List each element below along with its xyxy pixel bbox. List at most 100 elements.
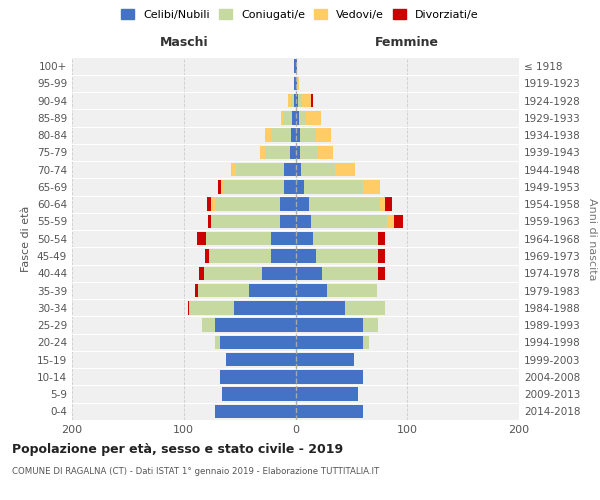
Bar bbox=[296, 232, 313, 245]
Bar bbox=[206, 232, 271, 245]
Bar bbox=[295, 60, 296, 73]
Bar bbox=[291, 128, 296, 142]
Bar bbox=[220, 370, 296, 384]
Bar bbox=[218, 180, 221, 194]
Bar bbox=[313, 232, 378, 245]
Bar bbox=[311, 94, 313, 108]
Bar bbox=[271, 232, 296, 245]
Bar bbox=[271, 128, 291, 142]
Bar bbox=[230, 163, 236, 176]
Bar bbox=[265, 146, 290, 159]
Bar bbox=[295, 94, 296, 108]
Bar bbox=[207, 198, 211, 211]
Bar bbox=[296, 266, 322, 280]
Bar bbox=[296, 180, 304, 194]
Bar bbox=[215, 318, 296, 332]
Bar bbox=[316, 250, 378, 262]
Bar bbox=[362, 336, 369, 349]
Bar bbox=[304, 180, 362, 194]
Bar bbox=[296, 94, 298, 108]
Bar bbox=[299, 111, 305, 124]
Bar bbox=[296, 370, 362, 384]
Bar bbox=[296, 163, 301, 176]
Y-axis label: Anni di nascita: Anni di nascita bbox=[587, 198, 597, 280]
Bar bbox=[262, 266, 296, 280]
Bar bbox=[309, 198, 380, 211]
Bar bbox=[195, 284, 198, 298]
Bar bbox=[378, 250, 385, 262]
Bar bbox=[271, 250, 296, 262]
Bar bbox=[222, 388, 296, 401]
Bar bbox=[378, 232, 385, 245]
Bar bbox=[302, 94, 311, 108]
Text: COMUNE DI RAGALNA (CT) - Dati ISTAT 1° gennaio 2019 - Elaborazione TUTTITALIA.IT: COMUNE DI RAGALNA (CT) - Dati ISTAT 1° g… bbox=[12, 468, 379, 476]
Bar bbox=[362, 180, 380, 194]
Bar bbox=[204, 266, 262, 280]
Bar bbox=[220, 336, 296, 349]
Bar bbox=[311, 215, 387, 228]
Bar bbox=[260, 146, 265, 159]
Bar bbox=[385, 198, 392, 211]
Bar bbox=[236, 163, 284, 176]
Bar bbox=[248, 284, 296, 298]
Bar bbox=[296, 318, 362, 332]
Bar bbox=[327, 284, 377, 298]
Bar bbox=[197, 232, 206, 245]
Bar bbox=[344, 301, 385, 314]
Bar bbox=[362, 318, 378, 332]
Bar bbox=[265, 128, 271, 142]
Bar bbox=[322, 266, 378, 280]
Y-axis label: Fasce di età: Fasce di età bbox=[22, 206, 31, 272]
Bar bbox=[296, 336, 362, 349]
Bar bbox=[387, 215, 394, 228]
Bar bbox=[296, 146, 300, 159]
Bar bbox=[298, 94, 302, 108]
Bar bbox=[380, 198, 385, 211]
Bar bbox=[208, 215, 211, 228]
Bar bbox=[296, 198, 309, 211]
Bar bbox=[296, 76, 299, 90]
Bar bbox=[335, 163, 355, 176]
Bar bbox=[394, 215, 403, 228]
Bar bbox=[234, 301, 296, 314]
Bar bbox=[198, 284, 248, 298]
Text: Femmine: Femmine bbox=[375, 36, 439, 49]
Bar bbox=[188, 301, 190, 314]
Bar bbox=[226, 353, 296, 366]
Bar bbox=[295, 76, 296, 90]
Bar bbox=[296, 128, 300, 142]
Bar bbox=[281, 111, 283, 124]
Bar bbox=[211, 198, 215, 211]
Bar bbox=[296, 388, 358, 401]
Bar bbox=[215, 336, 220, 349]
Bar bbox=[199, 266, 204, 280]
Bar bbox=[300, 146, 318, 159]
Bar bbox=[296, 215, 311, 228]
Bar bbox=[215, 198, 280, 211]
Bar bbox=[284, 163, 296, 176]
Bar bbox=[296, 111, 299, 124]
Bar bbox=[318, 146, 334, 159]
Bar bbox=[287, 94, 291, 108]
Bar bbox=[316, 128, 331, 142]
Bar bbox=[202, 318, 215, 332]
Bar bbox=[291, 94, 295, 108]
Bar bbox=[215, 404, 296, 418]
Bar bbox=[305, 111, 321, 124]
Bar bbox=[280, 198, 296, 211]
Bar bbox=[378, 266, 385, 280]
Bar bbox=[301, 163, 335, 176]
Bar bbox=[296, 250, 316, 262]
Bar bbox=[292, 111, 296, 124]
Bar bbox=[211, 215, 280, 228]
Bar bbox=[283, 111, 292, 124]
Bar bbox=[300, 128, 316, 142]
Bar bbox=[296, 404, 362, 418]
Bar bbox=[205, 250, 209, 262]
Legend: Celibi/Nubili, Coniugati/e, Vedovi/e, Divorziati/e: Celibi/Nubili, Coniugati/e, Vedovi/e, Di… bbox=[118, 6, 482, 23]
Bar bbox=[190, 301, 234, 314]
Bar bbox=[221, 180, 223, 194]
Bar bbox=[296, 284, 327, 298]
Bar bbox=[296, 353, 353, 366]
Bar bbox=[209, 250, 271, 262]
